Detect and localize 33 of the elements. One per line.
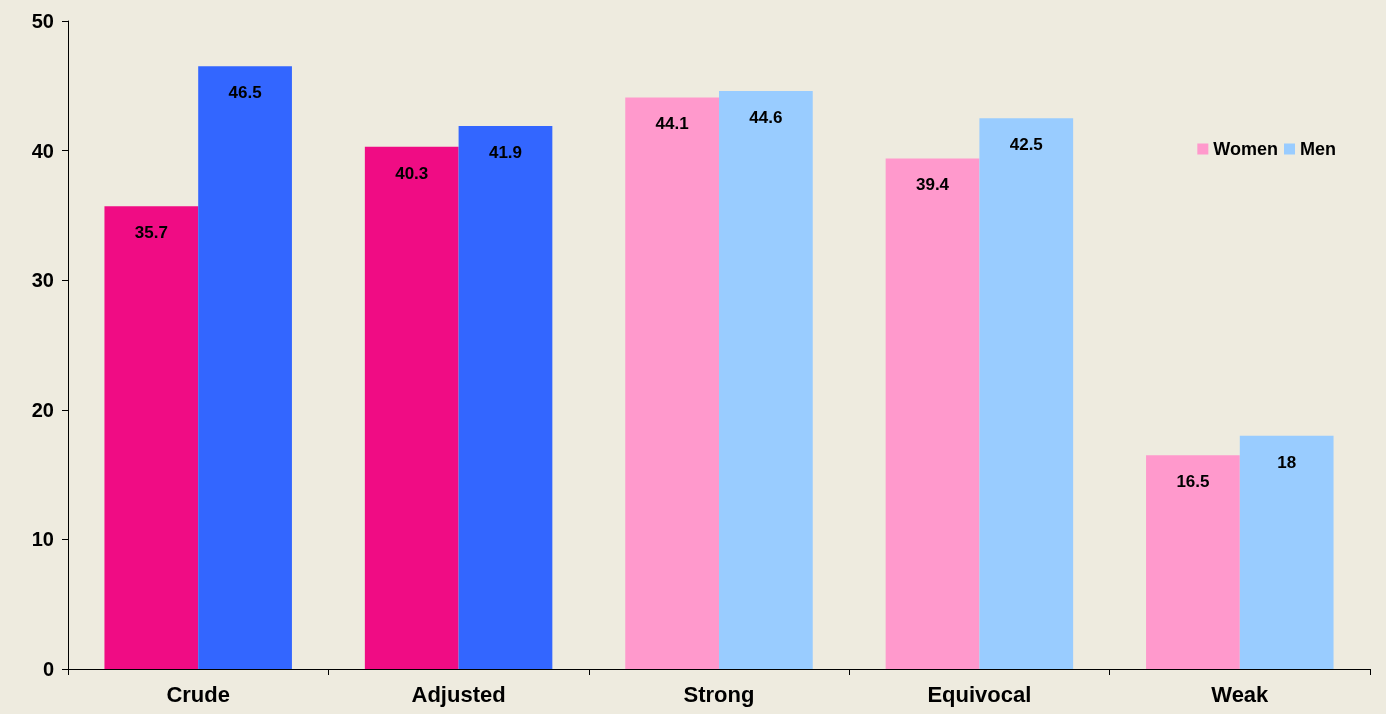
data-label: 35.7 — [134, 223, 168, 243]
bar — [719, 90, 813, 669]
legend-label: Men — [1300, 139, 1336, 159]
bar — [1239, 435, 1334, 669]
x-tick-label: Adjusted — [411, 681, 506, 707]
bar — [625, 97, 719, 669]
y-tick-label: 50 — [31, 10, 54, 32]
bar — [885, 158, 980, 669]
data-label: 44.6 — [749, 107, 783, 127]
x-tick-label: Crude — [166, 681, 230, 707]
y-tick-label: 0 — [42, 658, 54, 680]
bar — [198, 66, 292, 669]
data-label: 40.3 — [395, 163, 429, 183]
bar — [979, 118, 1074, 669]
legend-label: Women — [1213, 139, 1278, 159]
data-label: 39.4 — [915, 175, 950, 195]
bar — [364, 146, 459, 669]
bar — [458, 125, 553, 669]
bar — [1146, 455, 1240, 669]
y-tick-label: 30 — [31, 269, 54, 292]
bar — [104, 206, 199, 669]
y-tick-label: 40 — [31, 139, 54, 162]
x-tick-label: Weak — [1211, 681, 1270, 707]
x-tick-label: Strong — [683, 681, 755, 707]
data-label: 16.5 — [1176, 472, 1210, 492]
y-tick-label: 10 — [31, 528, 54, 551]
data-label: 41.9 — [488, 142, 523, 162]
data-label: 44.1 — [655, 114, 689, 134]
data-label: 42.5 — [1009, 135, 1043, 155]
x-tick-label: Equivocal — [927, 681, 1032, 707]
y-tick-label: 20 — [31, 398, 54, 421]
data-label: 18 — [1277, 452, 1297, 472]
data-label: 46.5 — [228, 83, 262, 103]
